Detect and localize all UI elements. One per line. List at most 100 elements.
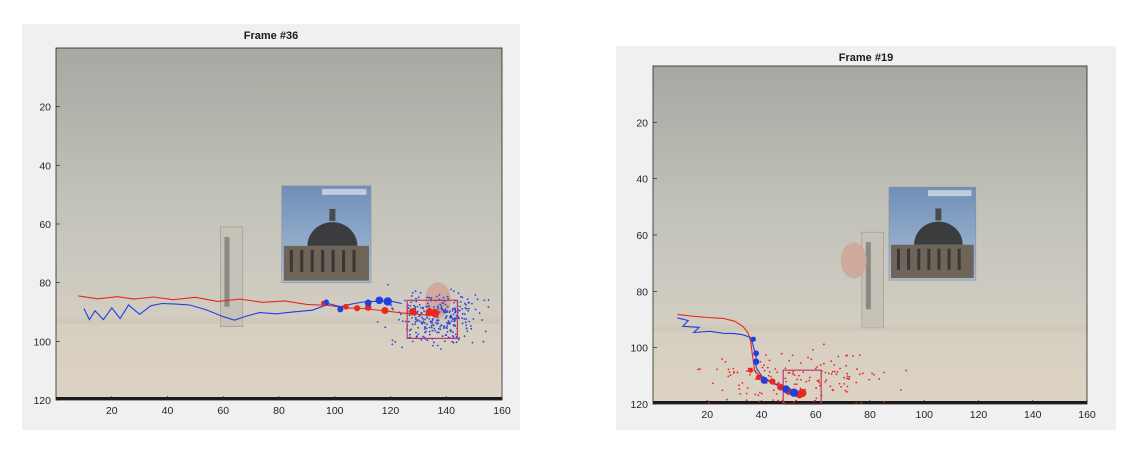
particle-point: [829, 385, 832, 388]
particle-point: [725, 398, 728, 401]
particle-point: [436, 305, 439, 308]
particle-point: [423, 310, 426, 313]
particle-point: [430, 326, 433, 329]
particle-point: [830, 360, 833, 363]
particle-point: [763, 369, 766, 372]
particle-point: [818, 381, 821, 384]
particle-point: [487, 299, 490, 301]
particle-point: [754, 393, 757, 396]
particle-point: [465, 318, 468, 320]
particle-point: [410, 328, 412, 331]
particle-point: [746, 387, 749, 390]
particle-point: [444, 308, 447, 311]
x-tick-label: 120: [970, 409, 988, 421]
particle-point: [440, 304, 443, 307]
particle-point: [774, 368, 777, 370]
particle-point: [843, 382, 846, 385]
particle-point: [408, 314, 411, 316]
y-tick-label: 80: [636, 286, 648, 298]
trajectory-marker: [343, 303, 349, 310]
chart-title-right: Frame #19: [838, 52, 894, 64]
particle-point: [856, 368, 858, 371]
particle-point: [404, 320, 407, 323]
particle-point: [441, 335, 444, 338]
particle-point: [481, 319, 484, 321]
particle-point: [411, 292, 414, 294]
particle-point: [784, 367, 787, 370]
trajectory-marker: [383, 297, 392, 306]
particle-point: [432, 341, 435, 344]
particle-point: [860, 401, 863, 404]
x-tick-label: 80: [273, 405, 285, 417]
trajectory-marker: [375, 296, 384, 305]
particle-point: [746, 370, 749, 372]
hand-object: [840, 242, 867, 279]
particle-point: [792, 401, 795, 404]
particle-point: [409, 333, 411, 336]
particle-cloud: [697, 343, 908, 404]
trajectory-marker: [323, 299, 329, 305]
particle-point: [855, 381, 858, 384]
particle-point: [416, 310, 419, 313]
particle-point: [411, 316, 413, 319]
trajectory-marker: [789, 388, 799, 397]
particle-point: [420, 339, 423, 341]
trajectory-marker: [353, 305, 361, 312]
particle-point: [445, 326, 448, 329]
particle-point: [470, 327, 473, 330]
trajectory-marker: [430, 308, 440, 318]
particle-point: [410, 301, 412, 304]
particle-point: [461, 312, 464, 315]
particle-point: [428, 305, 430, 307]
particle-point: [452, 313, 455, 316]
particle-point: [418, 315, 420, 318]
particle-point: [390, 304, 393, 307]
particle-point: [444, 334, 447, 336]
particle-point: [848, 375, 851, 378]
particle-point: [434, 321, 437, 324]
particle-point: [415, 336, 418, 339]
particle-point: [772, 399, 774, 402]
particle-point: [765, 354, 767, 357]
y-tick-label: 40: [636, 174, 648, 186]
trajectory-marker: [769, 378, 776, 385]
particle-point: [391, 339, 394, 342]
particle-point: [461, 322, 464, 325]
table-edge: [653, 325, 1087, 332]
particle-point: [415, 318, 417, 321]
trajectory-marker: [337, 306, 344, 313]
particle-point: [843, 376, 846, 379]
particle-point: [738, 384, 740, 387]
particle-point: [464, 321, 467, 324]
particle-point: [411, 323, 414, 326]
particle-point: [846, 372, 848, 375]
particle-point: [814, 367, 817, 370]
y-tick-label: 120: [630, 399, 648, 411]
particle-point: [777, 399, 779, 402]
particle-point: [484, 330, 487, 333]
particle-point: [791, 372, 794, 375]
x-tick-label: 100: [326, 405, 344, 417]
y-tick-label: 20: [636, 117, 648, 129]
particle-point: [376, 320, 379, 323]
particle-point: [398, 318, 400, 321]
y-tick-label: 40: [39, 160, 51, 172]
particle-point: [436, 320, 439, 322]
particle-point: [430, 324, 433, 327]
particle-point: [741, 381, 744, 384]
particle-point: [432, 344, 434, 347]
particle-point: [768, 370, 771, 373]
particle-point: [487, 306, 490, 308]
particle-point: [847, 377, 850, 380]
particle-point: [426, 302, 429, 305]
particle-point: [721, 389, 724, 392]
particle-point: [900, 388, 902, 391]
particle-point: [438, 293, 441, 296]
particle-point: [758, 391, 761, 394]
particle-point: [476, 298, 479, 301]
particle-point: [471, 302, 473, 305]
particle-point: [798, 374, 800, 377]
particle-point: [824, 381, 826, 383]
particle-point: [478, 312, 481, 315]
particle-point: [414, 290, 417, 293]
